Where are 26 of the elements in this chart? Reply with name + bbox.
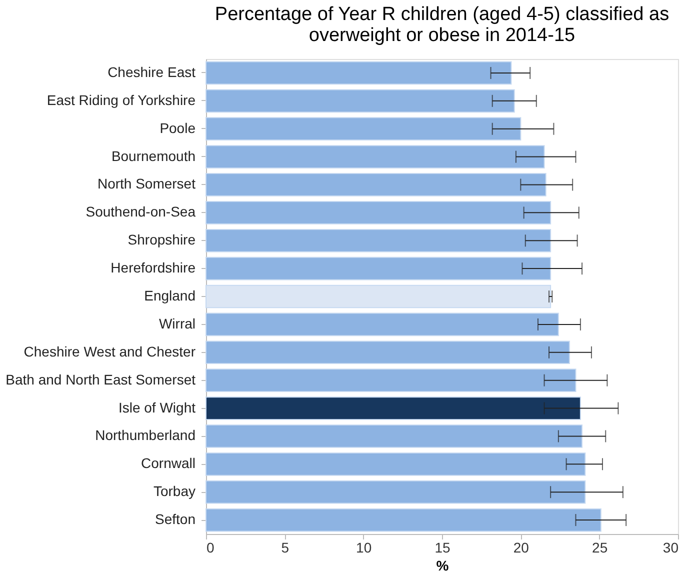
y-tick-label: Sefton xyxy=(155,511,196,528)
y-tick-label: Southend-on-Sea xyxy=(86,204,196,220)
y-tick-label: Shropshire xyxy=(128,232,196,248)
y-tick-label: Isle of Wight xyxy=(118,399,196,416)
y-tick-label: Cheshire East xyxy=(108,64,196,80)
y-tick-label: Bath and North East Somerset xyxy=(6,371,196,388)
y-tick-label: England xyxy=(144,288,196,304)
x-axis-title: % xyxy=(436,558,450,574)
y-tick-label: East Riding of Yorkshire xyxy=(46,92,196,108)
y-tick-label: Wirral xyxy=(158,315,196,332)
y-tick-label: North Somerset xyxy=(97,176,196,192)
chart-title: Percentage of Year R children (aged 4-5) classified as overweight or obese in 2014-15 xyxy=(214,4,670,46)
y-tick-label: Cheshire West and Chester xyxy=(24,343,196,360)
y-tick-label: Herefordshire xyxy=(110,260,196,276)
x-tick-label: 25 xyxy=(592,540,608,556)
y-tick-label: Bournemouth xyxy=(111,148,196,164)
x-tick-label: 20 xyxy=(513,540,530,556)
x-tick-label: 0 xyxy=(206,540,214,556)
x-tick-label: 15 xyxy=(434,540,450,556)
y-tick-label: Cornwall xyxy=(141,455,196,472)
x-tick-label: 10 xyxy=(356,540,372,556)
y-tick-label: Torbay xyxy=(153,483,196,500)
x-tick-label: 30 xyxy=(662,540,679,556)
y-tick-label: Poole xyxy=(160,120,196,136)
y-tick-label: Northumberland xyxy=(95,427,196,444)
x-tick-label: 5 xyxy=(281,540,290,556)
